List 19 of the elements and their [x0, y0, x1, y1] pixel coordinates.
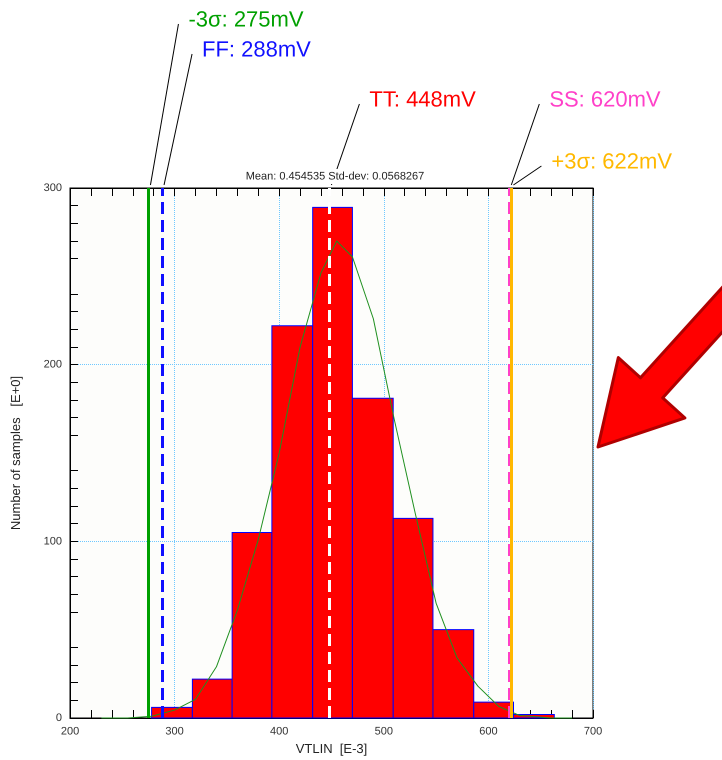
x-tick-label: 300 — [165, 726, 184, 738]
line-series — [100, 240, 573, 718]
y-axis-title: Number of samples [E+0] — [8, 376, 23, 530]
y-tick-label: 0 — [56, 712, 62, 724]
y-tick-label: 100 — [44, 535, 62, 548]
x-tick-label: 700 — [584, 726, 602, 738]
x-tick-label: 200 — [60, 726, 80, 738]
x-tick-label: 400 — [270, 726, 288, 738]
x-tick-label: 500 — [374, 726, 393, 738]
chart-title: Mean: 0.454535 Std-dev: 0.0568267 — [246, 170, 424, 182]
ref-line-label: TT: 448mV — [369, 86, 476, 112]
y-tick-label: 300 — [44, 182, 62, 194]
ref-line-label: -3σ: 275mV — [188, 6, 304, 32]
ref-line-label: FF: 288mV — [202, 36, 312, 62]
x-tick-label: 600 — [479, 726, 498, 738]
x-axis-title: VTLIN [E-3] — [296, 740, 368, 756]
ref-line-label: SS: 620mV — [549, 86, 661, 112]
ref-line-label: +3σ: 622mV — [551, 148, 672, 174]
y-tick-label: 200 — [44, 358, 62, 371]
